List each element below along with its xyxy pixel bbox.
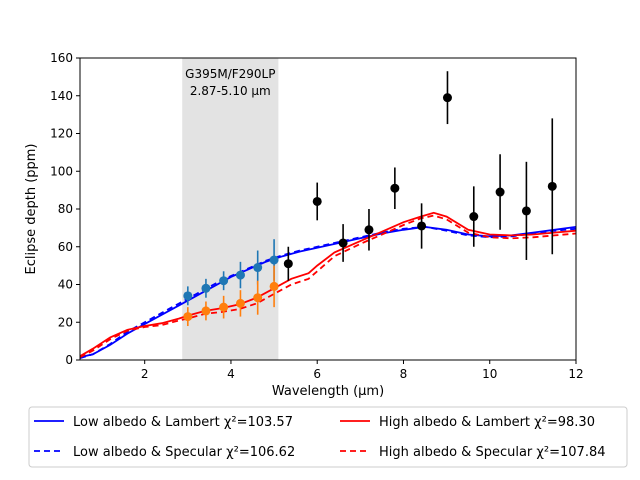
y-tick-label: 120 [50, 127, 73, 141]
data-point [219, 302, 229, 312]
data-point [312, 196, 322, 206]
data-point [201, 306, 211, 316]
model-line-2 [79, 225, 577, 359]
y-tick-label: 60 [58, 240, 73, 254]
band-label-range: 2.87-5.10 μm [190, 84, 271, 98]
model-lines-layer [79, 211, 577, 359]
x-axis-label: Wavelength (μm) [272, 384, 384, 399]
y-tick-label: 20 [58, 315, 73, 329]
legend-label: Low albedo & Lambert χ²=103.57 [73, 415, 293, 430]
x-tick-label: 6 [313, 367, 321, 381]
y-tick-label: 160 [50, 51, 73, 65]
data-point [442, 93, 452, 103]
band-label-mode: G395M/F290LP [185, 67, 275, 81]
y-tick-label: 40 [58, 278, 73, 292]
y-axis-label: Eclipse depth (ppm) [24, 143, 39, 274]
x-tick-label: 8 [400, 367, 408, 381]
x-tick-label: 12 [568, 367, 583, 381]
instrument-band [182, 58, 279, 360]
data-point [201, 283, 211, 293]
y-tick-label: 0 [65, 353, 73, 367]
data-point [417, 221, 427, 231]
data-point [235, 298, 245, 308]
data-point [547, 181, 557, 191]
legend-label: High albedo & Specular χ²=107.84 [379, 445, 606, 460]
data-point [183, 291, 193, 301]
data-point [521, 206, 531, 216]
instrument-band-layer [182, 58, 279, 360]
legend-box [28, 406, 628, 468]
model-line-1 [79, 225, 577, 359]
model-line-4 [79, 214, 577, 359]
data-point [219, 276, 229, 286]
data-point [269, 255, 279, 265]
data-point [364, 225, 374, 235]
data-point [235, 270, 245, 280]
legend-label: High albedo & Lambert χ²=98.30 [379, 415, 595, 430]
x-tick-label: 4 [227, 367, 235, 381]
x-tick-label: 10 [482, 367, 497, 381]
data-point [253, 263, 263, 273]
y-tick-label: 140 [50, 89, 73, 103]
data-point [253, 293, 263, 303]
plot-frame [79, 57, 577, 361]
y-tick-label: 80 [58, 202, 73, 216]
data-point [338, 238, 348, 248]
data-point [390, 183, 400, 193]
data-point [269, 281, 279, 291]
data-point [495, 187, 505, 197]
data-point [283, 259, 293, 269]
y-tick-label: 100 [50, 164, 73, 178]
data-points-layer [183, 71, 557, 327]
x-tick-label: 2 [141, 367, 149, 381]
legend: Low albedo & Lambert χ²=103.57 High albed… [34, 415, 606, 460]
data-point [183, 312, 193, 322]
model-line-3 [79, 211, 577, 357]
data-point [469, 212, 479, 222]
legend-label: Low albedo & Specular χ²=106.62 [73, 445, 295, 460]
